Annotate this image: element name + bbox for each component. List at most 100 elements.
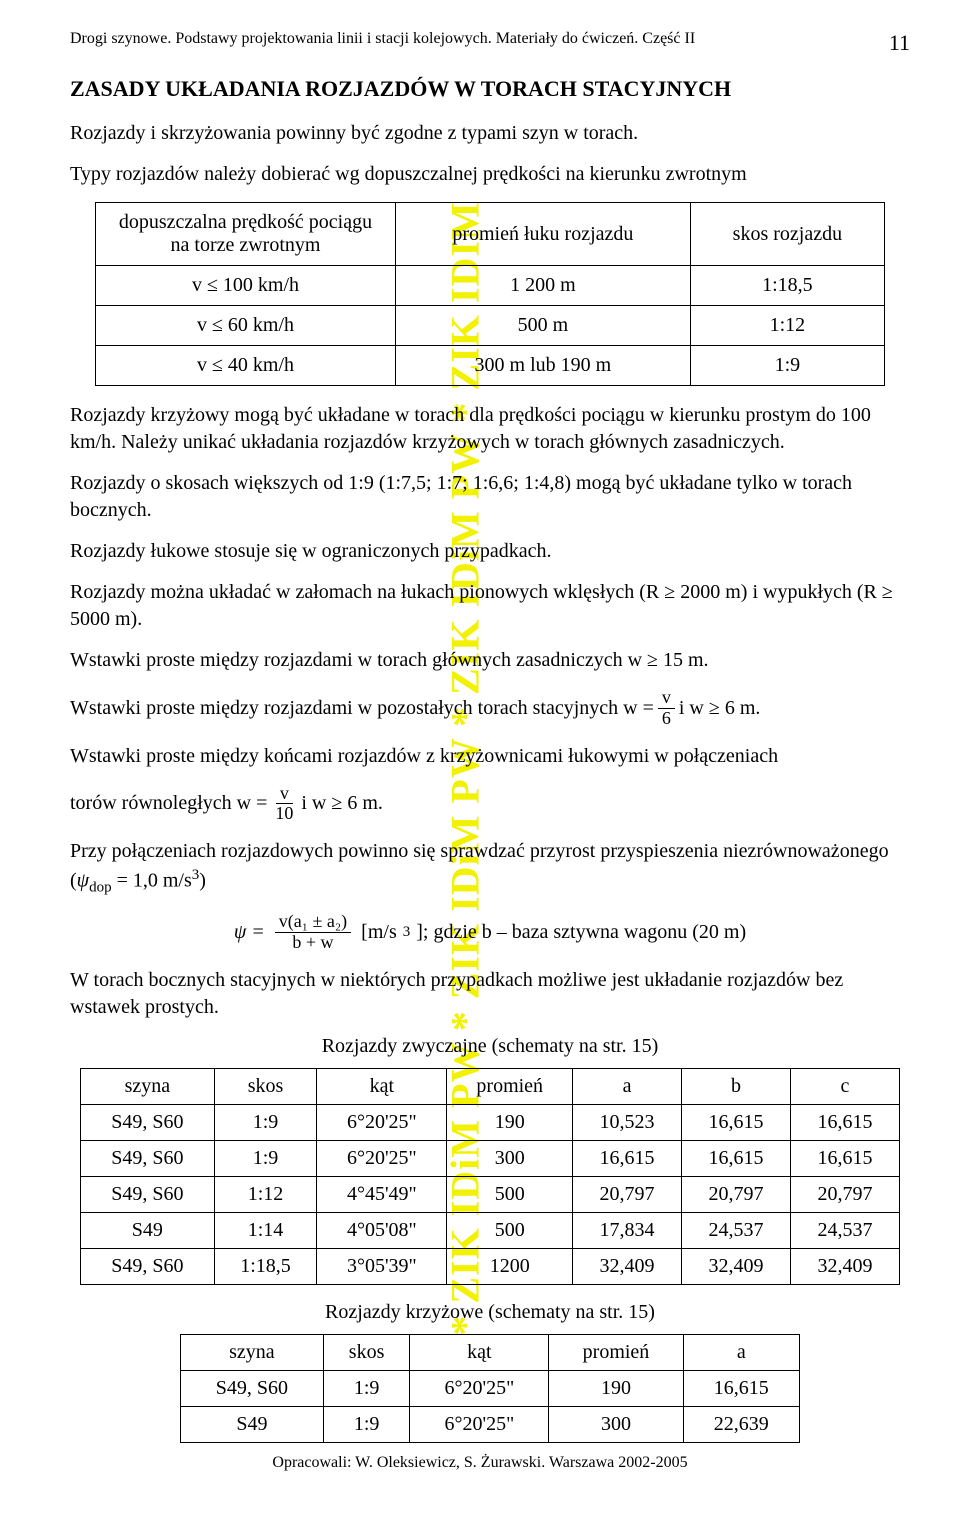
t1-h3: skos rozjazdu [690,203,884,266]
p10: Przy połączeniach rozjazdowych powinno s… [70,838,910,898]
footer: Opracowali: W. Oleksiewicz, S. Żurawski.… [0,1454,960,1472]
t2-r2c4: 500 [447,1176,573,1212]
p2: Typy rozjazdów należy dobierać wg dopusz… [70,161,910,188]
t2-r2c3: 4°45'49" [317,1176,447,1212]
p3: Rozjazdy krzyżowy mogą być układane w to… [70,402,910,456]
t1-r2c3: 1:9 [690,346,884,386]
t2-r0c4: 190 [447,1104,573,1140]
p8-frac: v 6 [658,688,675,729]
p8-post: i w ≥ 6 m. [679,695,761,722]
t2-r3c5: 17,834 [573,1212,682,1248]
p1: Rozjazdy i skrzyżowania powinny być zgod… [70,120,910,147]
t2-r3c3: 4°05'08" [317,1212,447,1248]
p9b-pre: torów równoległych w = [70,790,267,817]
t1-r0c2: 1 200 m [396,266,691,306]
p8-pre: Wstawki proste między rozjazdami w pozos… [70,695,654,722]
t2-r4c4: 1200 [447,1248,573,1284]
t2-r4c7: 32,409 [790,1248,899,1284]
t2-r1c1: S49, S60 [81,1140,215,1176]
t3-h4: promień [549,1334,683,1370]
f-psi: ψ = [234,921,265,944]
caption3: Rozjazdy krzyżowe (schematy na str. 15) [70,1301,910,1324]
t3-r0c2: 1:9 [323,1370,410,1406]
t2-r2c2: 1:12 [214,1176,317,1212]
t1-r1c2: 500 m [396,306,691,346]
t2-r1c7: 16,615 [790,1140,899,1176]
f-num: v(a₁ ± a₂) [275,912,351,933]
p7: Wstawki proste między rozjazdami w torac… [70,647,910,674]
t2-r0c5: 10,523 [573,1104,682,1140]
t3-r1c5: 22,639 [683,1406,799,1442]
t2-r0c2: 1:9 [214,1104,317,1140]
t3-r1c2: 1:9 [323,1406,410,1442]
header-title: Drogi szynowe. Podstawy projektowania li… [70,30,695,56]
t1-r2c1: v ≤ 40 km/h [96,346,396,386]
header: Drogi szynowe. Podstawy projektowania li… [70,30,910,56]
t2-r3c6: 24,537 [682,1212,791,1248]
p9b: torów równoległych w = v 10 i w ≥ 6 m. [70,784,910,825]
f-exp: 3 [403,924,411,941]
t1-h1: dopuszczalna prędkość pociągu na torze z… [96,203,396,266]
t3-r0c3: 6°20'25" [410,1370,549,1406]
f-den: b + w [288,933,337,953]
t2-r3c1: S49 [81,1212,215,1248]
formula: ψ = v(a₁ ± a₂) b + w [m/s3]; gdzie b – b… [70,912,910,953]
t2-h5: a [573,1068,682,1104]
page-number: 11 [889,30,910,56]
t2-r3c2: 1:14 [214,1212,317,1248]
t2-r4c2: 1:18,5 [214,1248,317,1284]
t2-h3: kąt [317,1068,447,1104]
p6: Rozjazdy można układać w załomach na łuk… [70,579,910,633]
t2-r0c6: 16,615 [682,1104,791,1140]
p10-psi: ψ [77,870,89,892]
t2-r3c7: 24,537 [790,1212,899,1248]
t1-r1c1: v ≤ 60 km/h [96,306,396,346]
p8-num: v [658,688,675,709]
p10-dop: dop [89,880,112,896]
t2-r1c2: 1:9 [214,1140,317,1176]
page: Drogi szynowe. Podstawy projektowania li… [0,0,960,1479]
t2-r4c6: 32,409 [682,1248,791,1284]
t3-r0c4: 190 [549,1370,683,1406]
p9b-den: 10 [271,804,297,824]
t2-r3c4: 500 [447,1212,573,1248]
t2-h1: szyna [81,1068,215,1104]
p10-eq: = 1,0 m/s [112,870,192,892]
t2-h2: skos [214,1068,317,1104]
t1-r1c3: 1:12 [690,306,884,346]
p8-den: 6 [658,709,675,729]
t2-r1c5: 16,615 [573,1140,682,1176]
p4: Rozjazdy o skosach większych od 1:9 (1:7… [70,470,910,524]
t2-h6: b [682,1068,791,1104]
t2-r1c6: 16,615 [682,1140,791,1176]
t2-r0c3: 6°20'25" [317,1104,447,1140]
t1-r0c3: 1:18,5 [690,266,884,306]
t3-h5: a [683,1334,799,1370]
caption2: Rozjazdy zwyczajne (schematy na str. 15) [70,1035,910,1058]
t2-h4: promień [447,1068,573,1104]
t3-r1c1: S49 [181,1406,324,1442]
t3-r1c3: 6°20'25" [410,1406,549,1442]
f-units-close: ]; gdzie b – baza sztywna wagonu (20 m) [416,921,746,944]
p11: W torach bocznych stacyjnych w niektóryc… [70,967,910,1021]
t3-h3: kąt [410,1334,549,1370]
f-frac: v(a₁ ± a₂) b + w [275,912,351,953]
table1: dopuszczalna prędkość pociągu na torze z… [95,202,885,386]
t2-r4c3: 3°05'39" [317,1248,447,1284]
t3-h2: skos [323,1334,410,1370]
t2-r2c1: S49, S60 [81,1176,215,1212]
t2-r0c7: 16,615 [790,1104,899,1140]
t2-r1c3: 6°20'25" [317,1140,447,1176]
p9: Wstawki proste między końcami rozjazdów … [70,743,910,770]
t2-r2c6: 20,797 [682,1176,791,1212]
t2-h7: c [790,1068,899,1104]
t3-h1: szyna [181,1334,324,1370]
t2-r2c5: 20,797 [573,1176,682,1212]
p9b-frac: v 10 [271,784,297,825]
t2-r4c5: 32,409 [573,1248,682,1284]
t2-r0c1: S49, S60 [81,1104,215,1140]
t2-r2c7: 20,797 [790,1176,899,1212]
t1-h2: promień łuku rozjazdu [396,203,691,266]
t3-r0c1: S49, S60 [181,1370,324,1406]
p9b-num: v [276,784,293,805]
